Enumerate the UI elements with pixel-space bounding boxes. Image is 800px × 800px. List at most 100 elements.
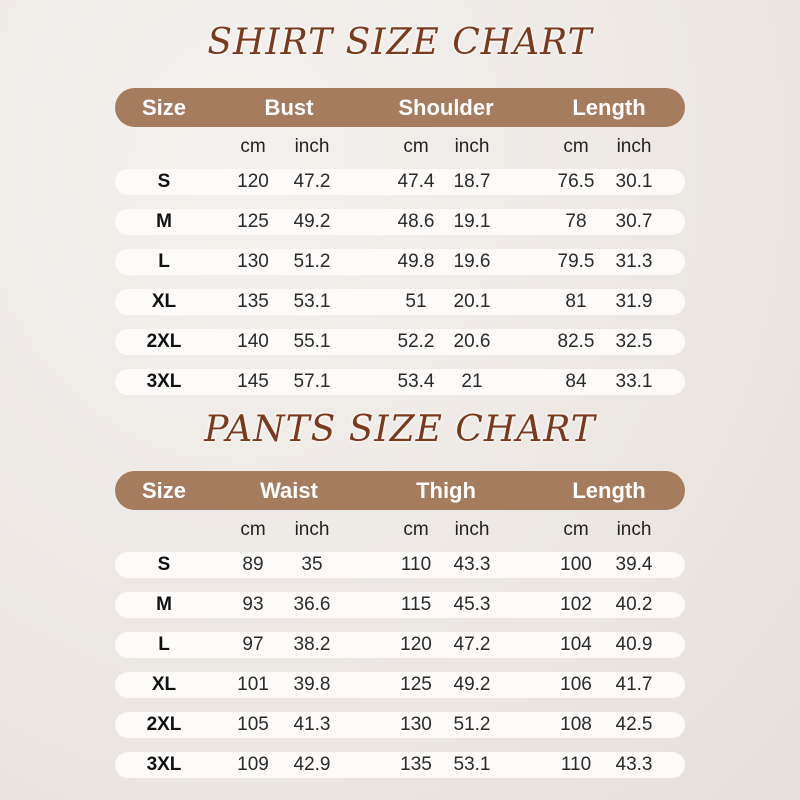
measurement-cell: 20.6 [453,331,491,352]
measurement-cell: 145 [237,371,269,392]
measurement-cell: 41.7 [615,674,653,695]
measurement-cell: 53.1 [453,754,491,775]
table-row: M 125 49.2 48.6 19.1 78 30.7 [115,209,685,235]
measurement-cell: 43.3 [453,554,491,575]
unit-label: inch [294,136,330,157]
column-header: Length [572,95,646,120]
measurement-cell: 105 [237,714,269,735]
measurement-cell: 84 [565,371,587,392]
size-label: XL [151,291,177,312]
measurement-cell: 49.2 [453,674,491,695]
measurement-cell: 53.1 [293,291,331,312]
unit-label: inch [294,519,330,540]
unit-label: inch [616,136,652,157]
table-row: L 97 38.2 120 47.2 104 40.9 [115,632,685,658]
measurement-cell: 120 [237,171,269,192]
measurement-cell: 42.5 [615,714,653,735]
measurement-cell: 48.6 [397,211,435,232]
measurement-cell: 93 [242,594,264,615]
table-row: XL 135 53.1 51 20.1 81 31.9 [115,289,685,315]
measurement-cell: 47.2 [293,171,331,192]
measurement-cell: 38.2 [293,634,331,655]
measurement-cell: 53.4 [397,371,435,392]
measurement-cell: 41.3 [293,714,331,735]
measurement-cell: 51.2 [453,714,491,735]
size-label: S [157,554,171,575]
measurement-cell: 47.4 [397,171,435,192]
table-row: M 93 36.6 115 45.3 102 40.2 [115,592,685,618]
unit-label: cm [403,519,429,540]
measurement-cell: 42.9 [293,754,331,775]
measurement-cell: 40.2 [615,594,653,615]
measurement-cell: 110 [400,554,432,575]
measurement-cell: 18.7 [453,171,491,192]
column-header: Bust [264,95,314,120]
table-row: L 130 51.2 49.8 19.6 79.5 31.3 [115,249,685,275]
table-row: 3XL 109 42.9 135 53.1 110 43.3 [115,752,685,778]
chart-title: SHIRT SIZE CHART [207,22,593,63]
column-header: Size [141,95,187,120]
unit-label: inch [454,519,490,540]
measurement-cell: 79.5 [557,251,595,272]
measurement-cell: 108 [560,714,592,735]
size-label: S [157,171,171,192]
unit-label: inch [616,519,652,540]
measurement-cell: 102 [560,594,592,615]
unit-label: cm [240,519,266,540]
measurement-cell: 135 [237,291,269,312]
column-header: Size [141,478,187,503]
measurement-cell: 130 [237,251,269,272]
measurement-cell: 35 [301,554,323,575]
column-header: Shoulder [398,95,494,120]
measurement-cell: 125 [237,211,269,232]
measurement-cell: 78 [565,211,587,232]
measurement-cell: 19.6 [453,251,491,272]
unit-label: inch [454,136,490,157]
measurement-cell: 20.1 [453,291,491,312]
measurement-cell: 33.1 [615,371,653,392]
measurement-cell: 57.1 [293,371,331,392]
column-header: Length [572,478,646,503]
measurement-cell: 21 [461,371,483,392]
measurement-cell: 32.5 [615,331,653,352]
measurement-cell: 49.2 [293,211,331,232]
table-row: S 120 47.2 47.4 18.7 76.5 30.1 [115,169,685,195]
table-row: XL 101 39.8 125 49.2 106 41.7 [115,672,685,698]
measurement-cell: 47.2 [453,634,491,655]
measurement-cell: 43.3 [615,754,653,775]
measurement-cell: 104 [560,634,592,655]
measurement-cell: 30.1 [615,171,653,192]
measurement-cell: 52.2 [397,331,435,352]
size-label: 3XL [146,371,182,392]
measurement-cell: 120 [400,634,432,655]
unit-label: cm [563,519,589,540]
measurement-cell: 30.7 [615,211,653,232]
size-label: L [158,251,170,272]
measurement-cell: 36.6 [293,594,331,615]
measurement-cell: 97 [242,634,264,655]
measurement-cell: 115 [400,594,432,615]
measurement-cell: 45.3 [453,594,491,615]
unit-label: cm [563,136,589,157]
measurement-cell: 109 [237,754,269,775]
measurement-cell: 40.9 [615,634,653,655]
measurement-cell: 51.2 [293,251,331,272]
size-label: L [158,634,170,655]
measurement-cell: 31.3 [615,251,653,272]
header-bar: Size Bust Shoulder Length [115,88,685,127]
measurement-cell: 100 [560,554,592,575]
measurement-cell: 81 [565,291,587,312]
size-label: M [156,211,172,232]
measurement-cell: 89 [242,554,264,575]
column-header: Waist [260,478,318,503]
size-label: M [156,594,172,615]
measurement-cell: 135 [400,754,432,775]
measurement-cell: 110 [560,754,592,775]
measurement-cell: 130 [400,714,432,735]
table-row: 2XL 140 55.1 52.2 20.6 82.5 32.5 [115,329,685,355]
measurement-cell: 140 [237,331,269,352]
measurement-cell: 49.8 [397,251,435,272]
size-label: 2XL [146,331,182,352]
measurement-cell: 39.8 [293,674,331,695]
measurement-cell: 101 [237,674,269,695]
